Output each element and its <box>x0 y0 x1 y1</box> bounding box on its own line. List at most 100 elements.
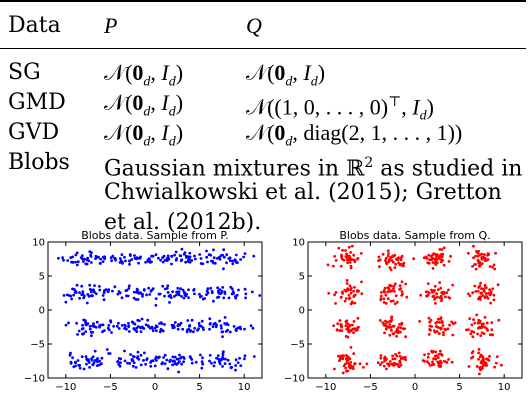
data-point <box>136 298 140 301</box>
data-point <box>180 247 184 251</box>
data-point <box>451 283 455 287</box>
data-point <box>348 323 352 327</box>
data-point <box>479 368 482 372</box>
data-point <box>212 299 215 303</box>
data-point <box>222 350 225 353</box>
data-point <box>62 294 66 297</box>
data-point <box>119 357 123 361</box>
data-point <box>386 320 389 324</box>
data-point <box>72 293 75 297</box>
data-point <box>201 262 205 266</box>
data-point <box>175 257 179 260</box>
data-point <box>392 287 395 290</box>
data-point <box>398 330 402 334</box>
data-point <box>222 255 226 259</box>
data-point <box>198 253 202 256</box>
data-point <box>385 367 388 371</box>
data-point <box>96 364 99 367</box>
data-point <box>496 283 500 287</box>
data-point <box>487 253 491 256</box>
data-point <box>450 320 454 324</box>
data-point <box>451 333 455 337</box>
data-point <box>217 295 221 299</box>
data-point <box>175 293 178 297</box>
data-point <box>388 362 391 366</box>
data-point <box>69 294 73 298</box>
data-point <box>398 361 402 365</box>
data-point <box>215 356 218 360</box>
data-point <box>123 255 126 259</box>
data-point <box>488 293 492 297</box>
data-point <box>107 324 111 327</box>
data-point <box>405 295 409 299</box>
data-point <box>348 284 352 288</box>
data-point <box>387 287 391 290</box>
data-point <box>190 259 194 262</box>
data-point <box>174 250 178 254</box>
data-point <box>448 323 451 327</box>
data-point <box>478 321 481 324</box>
data-point <box>348 261 352 264</box>
data-point <box>436 288 440 292</box>
data-point <box>359 252 363 255</box>
data-point <box>478 372 481 376</box>
data-point <box>140 317 144 321</box>
data-point <box>481 356 485 360</box>
data-point <box>400 254 404 258</box>
data-point <box>438 321 441 324</box>
x-tick-label: −10 <box>55 382 76 393</box>
data-point <box>198 324 201 327</box>
data-point <box>75 251 79 255</box>
data-point <box>148 257 151 261</box>
data-point <box>229 285 233 289</box>
data-point <box>391 254 395 258</box>
data-point <box>168 301 171 304</box>
data-point <box>343 299 347 303</box>
data-point <box>192 330 195 334</box>
data-point <box>433 354 437 358</box>
data-point <box>399 357 403 361</box>
data-point <box>71 261 75 264</box>
data-point <box>208 327 211 331</box>
data-point <box>142 288 146 292</box>
data-point <box>88 366 91 369</box>
data-point <box>471 335 475 339</box>
data-point <box>213 261 217 265</box>
data-point <box>390 328 393 332</box>
data-point <box>395 334 398 338</box>
data-point <box>394 262 397 266</box>
data-point <box>101 260 105 263</box>
data-point <box>73 291 77 294</box>
data-point <box>488 288 492 292</box>
data-point <box>212 248 215 252</box>
data-point <box>258 294 262 297</box>
y-tick-label: −5 <box>290 340 305 351</box>
x-tick-label: 5 <box>196 382 202 393</box>
data-point <box>334 259 338 262</box>
y-tick-label: −10 <box>284 374 305 385</box>
data-point <box>360 292 364 296</box>
data-point <box>236 361 240 364</box>
data-point <box>170 262 173 266</box>
data-point <box>356 257 359 261</box>
data-point <box>173 321 177 324</box>
data-point <box>478 262 481 265</box>
data-point <box>468 294 472 298</box>
data-point <box>250 290 254 294</box>
data-point <box>343 288 347 292</box>
data-point <box>153 326 157 330</box>
data-point <box>86 322 90 325</box>
data-point <box>438 296 442 300</box>
data-point <box>393 290 396 293</box>
data-point <box>142 359 145 362</box>
data-point <box>239 327 243 331</box>
data-point <box>480 287 483 290</box>
data-point <box>349 266 353 270</box>
data-point <box>189 330 192 333</box>
data-point <box>137 319 141 323</box>
data-point <box>173 295 176 298</box>
data-point <box>228 256 232 260</box>
data-point <box>136 325 140 328</box>
data-point <box>78 291 81 294</box>
data-point <box>74 260 77 264</box>
